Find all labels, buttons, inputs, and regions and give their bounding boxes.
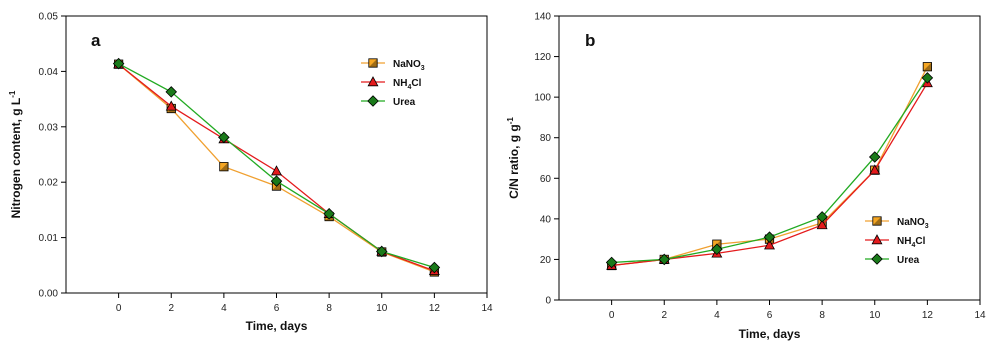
x-tick-label: 0 xyxy=(116,303,122,314)
x-tick-label: 10 xyxy=(376,303,388,314)
legend-marker-nano3 xyxy=(368,58,378,68)
x-tick-label: 8 xyxy=(819,310,825,321)
data-point-urea xyxy=(868,151,881,163)
data-point-nano3-shade xyxy=(923,62,932,71)
data-point-urea xyxy=(605,256,618,269)
y-tick-label: 0.03 xyxy=(39,122,59,133)
panel-label: a xyxy=(91,31,101,50)
legend-label-nh4cl: NH4Cl xyxy=(897,236,926,249)
data-point-nh4cl xyxy=(764,239,775,250)
x-axis-title: Time, days xyxy=(246,319,308,333)
x-tick-label: 14 xyxy=(974,310,986,321)
y-tick-label: 0.05 xyxy=(39,12,59,23)
data-point-urea xyxy=(112,57,125,70)
legend: NaNO3 NH4Cl Urea xyxy=(361,58,425,108)
legend-marker-urea xyxy=(367,95,379,107)
data-point-urea xyxy=(711,243,723,256)
data-point-nh4cl xyxy=(165,100,177,111)
y-axis-title: Nitrogen content, g L-1 xyxy=(8,90,23,218)
legend-marker-nano3-shade xyxy=(872,216,882,226)
legend-label-nano3: NaNO3 xyxy=(897,217,929,230)
legend-marker-nh4cl xyxy=(871,234,883,245)
x-tick-label: 0 xyxy=(609,310,615,321)
legend-label-nano3: NaNO3 xyxy=(393,59,425,72)
legend-marker-nano3-shade xyxy=(368,58,378,68)
x-tick-label: 12 xyxy=(429,303,441,314)
x-tick-label: 8 xyxy=(326,303,332,314)
data-point-urea xyxy=(270,175,283,187)
data-point-nh4cl xyxy=(869,164,881,175)
panel-label: b xyxy=(585,31,595,50)
series-nh4cl xyxy=(113,58,440,276)
x-tick-label: 10 xyxy=(869,310,881,321)
x-tick-label: 6 xyxy=(274,303,280,314)
y-tick-label: 20 xyxy=(540,255,552,266)
y-tick-label: 80 xyxy=(540,133,552,144)
legend: NaNO3 NH4Cl Urea xyxy=(865,216,929,266)
x-tick-label: 12 xyxy=(922,310,934,321)
legend-label-urea: Urea xyxy=(897,255,920,266)
x-tick-label: 4 xyxy=(221,303,227,314)
data-point-urea xyxy=(816,211,828,223)
y-tick-label: 100 xyxy=(534,93,551,104)
data-point-urea xyxy=(165,86,178,98)
x-tick-label: 14 xyxy=(481,303,493,314)
y-tick-label: 120 xyxy=(534,52,551,63)
legend-label-nh4cl: NH4Cl xyxy=(393,78,422,91)
x-tick-label: 2 xyxy=(168,303,174,314)
y-tick-label: 0.01 xyxy=(39,233,59,244)
data-point-urea xyxy=(375,245,388,258)
data-point-urea xyxy=(658,253,671,266)
x-tick-label: 4 xyxy=(714,310,720,321)
x-tick-label: 6 xyxy=(767,310,773,321)
legend-marker-nano3 xyxy=(872,216,882,226)
y-tick-label: 140 xyxy=(534,12,551,23)
chart-panel-a: 0 2 4 6 8 10 12 14 0.00 0.01 0.02 0.03 0.04 0.05 Time,… xyxy=(8,12,493,334)
data-point-urea xyxy=(428,261,441,274)
data-point-nano3-shade xyxy=(219,162,229,171)
y-tick-label: 60 xyxy=(540,174,552,185)
legend-marker-nh4cl xyxy=(367,76,379,87)
x-tick-label: 2 xyxy=(661,310,667,321)
legend-label-urea: Urea xyxy=(393,97,416,108)
data-point-urea xyxy=(323,208,335,220)
y-tick-label: 0.02 xyxy=(39,178,59,189)
x-axis-title: Time, days xyxy=(739,327,801,341)
series-urea xyxy=(112,57,441,274)
y-axis-title: C/N ratio, g g-1 xyxy=(506,117,521,199)
plot-frame xyxy=(65,15,488,294)
series-urea xyxy=(605,72,934,269)
data-point-nano3 xyxy=(219,162,229,172)
data-point-nh4cl xyxy=(271,165,282,176)
data-point-urea xyxy=(763,231,776,243)
data-point-urea xyxy=(921,72,934,84)
y-tick-label: 0 xyxy=(545,296,551,307)
y-tick-label: 0.04 xyxy=(39,67,59,78)
data-point-urea xyxy=(218,131,230,144)
data-point-nh4cl xyxy=(816,219,828,230)
y-tick-label: 0.00 xyxy=(39,289,59,300)
y-tick-label: 40 xyxy=(540,214,552,225)
legend-marker-urea xyxy=(871,253,883,265)
data-point-nano3 xyxy=(922,62,932,72)
